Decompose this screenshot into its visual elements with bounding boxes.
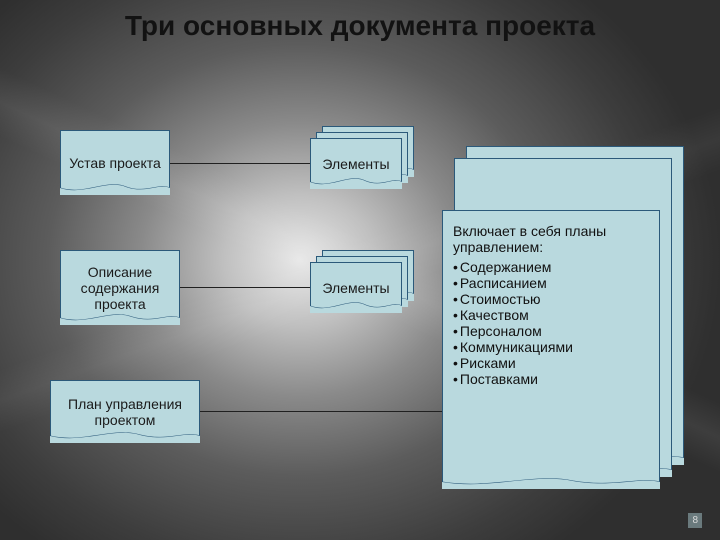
detail-panel-item: Расписанием bbox=[453, 275, 645, 291]
detail-panel-item: Поставками bbox=[453, 371, 645, 387]
connector-line bbox=[170, 163, 312, 164]
page-number: 8 bbox=[688, 513, 702, 528]
detail-panel-item: Качеством bbox=[453, 307, 645, 323]
detail-panel-item: Персоналом bbox=[453, 323, 645, 339]
detail-panel-item: Рисками bbox=[453, 355, 645, 371]
slide-title: Три основных документа проекта bbox=[0, 10, 720, 42]
document-scope: Описание содержания проекта bbox=[60, 250, 180, 324]
document-label: Устав проекта bbox=[69, 155, 161, 171]
detail-panel: Включает в себя планы управлением: Содерж… bbox=[442, 210, 660, 488]
detail-panel-list: СодержаниемРасписаниемСтоимостьюКачество… bbox=[453, 259, 645, 387]
slide-title-text: Три основных документа проекта bbox=[125, 10, 595, 41]
elements-stack-label: Элементы bbox=[322, 156, 389, 172]
detail-panel-item: Стоимостью bbox=[453, 291, 645, 307]
document-charter: Устав проекта bbox=[60, 130, 170, 194]
detail-panel-item: Коммуникациями bbox=[453, 339, 645, 355]
document-label: План управления проектом bbox=[55, 396, 195, 428]
page-number-value: 8 bbox=[692, 515, 698, 526]
detail-panel-item: Содержанием bbox=[453, 259, 645, 275]
elements-stack-label: Элементы bbox=[322, 280, 389, 296]
connector-line bbox=[180, 287, 312, 288]
detail-panel-heading: Включает в себя планы управлением: bbox=[453, 223, 645, 255]
connector-line bbox=[200, 411, 442, 412]
elements-stack-elems2: Элементы bbox=[310, 262, 402, 312]
document-plan: План управления проектом bbox=[50, 380, 200, 442]
elements-stack-elems1: Элементы bbox=[310, 138, 402, 188]
document-label: Описание содержания проекта bbox=[65, 264, 175, 312]
